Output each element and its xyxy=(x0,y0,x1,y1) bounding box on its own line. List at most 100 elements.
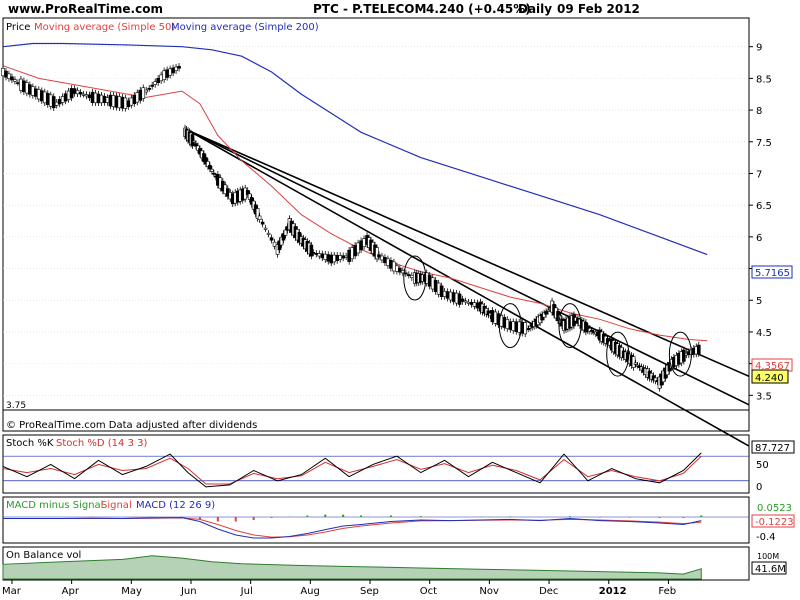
candle-body xyxy=(309,244,314,257)
candle-body xyxy=(126,100,131,108)
site-label[interactable]: www.ProRealTime.com xyxy=(8,2,163,16)
candle-body xyxy=(696,344,701,354)
obv-last-value: 41.6M xyxy=(755,564,786,575)
trendline xyxy=(187,129,750,378)
candle-body xyxy=(10,76,14,81)
candle-body xyxy=(114,95,119,108)
candle-body xyxy=(141,87,146,99)
candle-body xyxy=(247,193,252,200)
candle-body xyxy=(210,168,214,172)
candle-body xyxy=(542,312,546,318)
candle-body xyxy=(472,302,477,307)
candle-body xyxy=(84,94,89,97)
candle-body xyxy=(171,67,175,74)
ma200-last-box xyxy=(751,265,793,279)
candle-body xyxy=(159,74,163,82)
x-tick-label: 2012 xyxy=(599,586,627,597)
candle-body xyxy=(87,94,92,99)
macd-legend-macd: MACD (12 26 9) xyxy=(136,500,215,511)
macd-last-hist: 0.0523 xyxy=(757,503,792,514)
candle-body xyxy=(45,93,50,105)
candle-body xyxy=(99,94,104,104)
macd-line xyxy=(3,517,702,539)
obv-tick-partial: 100M xyxy=(757,552,779,561)
x-tick-label: May xyxy=(121,586,142,597)
candle-body xyxy=(546,309,550,312)
candle-body xyxy=(279,236,284,246)
candle-body xyxy=(320,253,325,259)
candle-body xyxy=(272,241,277,247)
candle-body xyxy=(514,321,519,332)
candle-body xyxy=(190,134,195,147)
trendline xyxy=(187,129,750,447)
y-tick-label: 8.5 xyxy=(756,74,772,85)
candle-body xyxy=(177,65,181,69)
candle-body xyxy=(633,362,638,365)
candle-body xyxy=(144,89,149,93)
candle-body xyxy=(204,157,208,165)
candle-body xyxy=(466,301,471,304)
x-tick-label: Apr xyxy=(62,586,80,597)
x-tick-label: Nov xyxy=(479,586,499,597)
series-layer xyxy=(1,42,750,580)
candle-body xyxy=(590,329,594,332)
candle-body xyxy=(430,277,435,290)
pattern-circle xyxy=(558,303,582,349)
candle-body xyxy=(332,254,337,263)
candle-body xyxy=(78,91,83,95)
candle-body xyxy=(353,244,357,257)
macd-legend-signal: Signal xyxy=(101,500,132,511)
candle-body xyxy=(96,93,101,104)
y-tick-label: 6.5 xyxy=(756,201,772,212)
x-tick-label: Jul xyxy=(240,586,253,597)
candle-body xyxy=(1,67,5,77)
candle-body xyxy=(37,89,41,100)
candle-body xyxy=(22,80,26,93)
candle-body xyxy=(314,252,319,255)
candle-body xyxy=(51,96,56,109)
x-tick-label: Aug xyxy=(300,586,320,597)
candle-body xyxy=(93,92,98,104)
candle-body xyxy=(341,255,345,259)
candle-body xyxy=(347,249,351,262)
candle-body xyxy=(502,317,507,328)
candle-body xyxy=(436,282,441,295)
candle-body xyxy=(206,161,210,167)
candle-body xyxy=(505,319,510,329)
candle-body xyxy=(72,88,77,94)
candle-body xyxy=(350,247,354,260)
candle-body xyxy=(439,285,444,297)
candle-body xyxy=(54,101,59,106)
candle-body xyxy=(138,89,143,101)
candle-body xyxy=(404,272,408,275)
candle-body xyxy=(69,88,74,99)
candle-body xyxy=(123,97,128,109)
candle-body xyxy=(317,253,322,257)
obv-area xyxy=(2,555,702,580)
candle-body xyxy=(335,254,340,261)
candle-body xyxy=(117,96,122,109)
candle-body xyxy=(383,257,387,264)
candle-body xyxy=(39,90,44,102)
stoch-panel xyxy=(2,434,750,494)
candle-body xyxy=(28,84,32,95)
y-tick-label: 5 xyxy=(756,296,762,307)
candle-body xyxy=(427,274,432,287)
candle-body xyxy=(380,255,384,261)
candle-body xyxy=(448,291,453,301)
candle-body xyxy=(245,190,250,195)
candle-body xyxy=(266,232,271,235)
last-price-box xyxy=(751,369,789,384)
candle-body xyxy=(517,321,522,333)
candle-body xyxy=(60,96,65,103)
stoch-tick-50: 50 xyxy=(756,460,769,471)
y-tick-label: 7.5 xyxy=(756,138,772,149)
candle-body xyxy=(194,143,198,147)
stoch-legend-k: Stoch %K xyxy=(6,438,54,449)
macd-tick: -0.4 xyxy=(756,532,776,543)
candle-body xyxy=(174,66,178,71)
pattern-circle xyxy=(606,331,630,377)
candle-body xyxy=(523,322,528,335)
x-axis: Mar Apr May Jun Jul Aug Sep Oct Nov Dec 2012 Feb xyxy=(2,580,676,597)
